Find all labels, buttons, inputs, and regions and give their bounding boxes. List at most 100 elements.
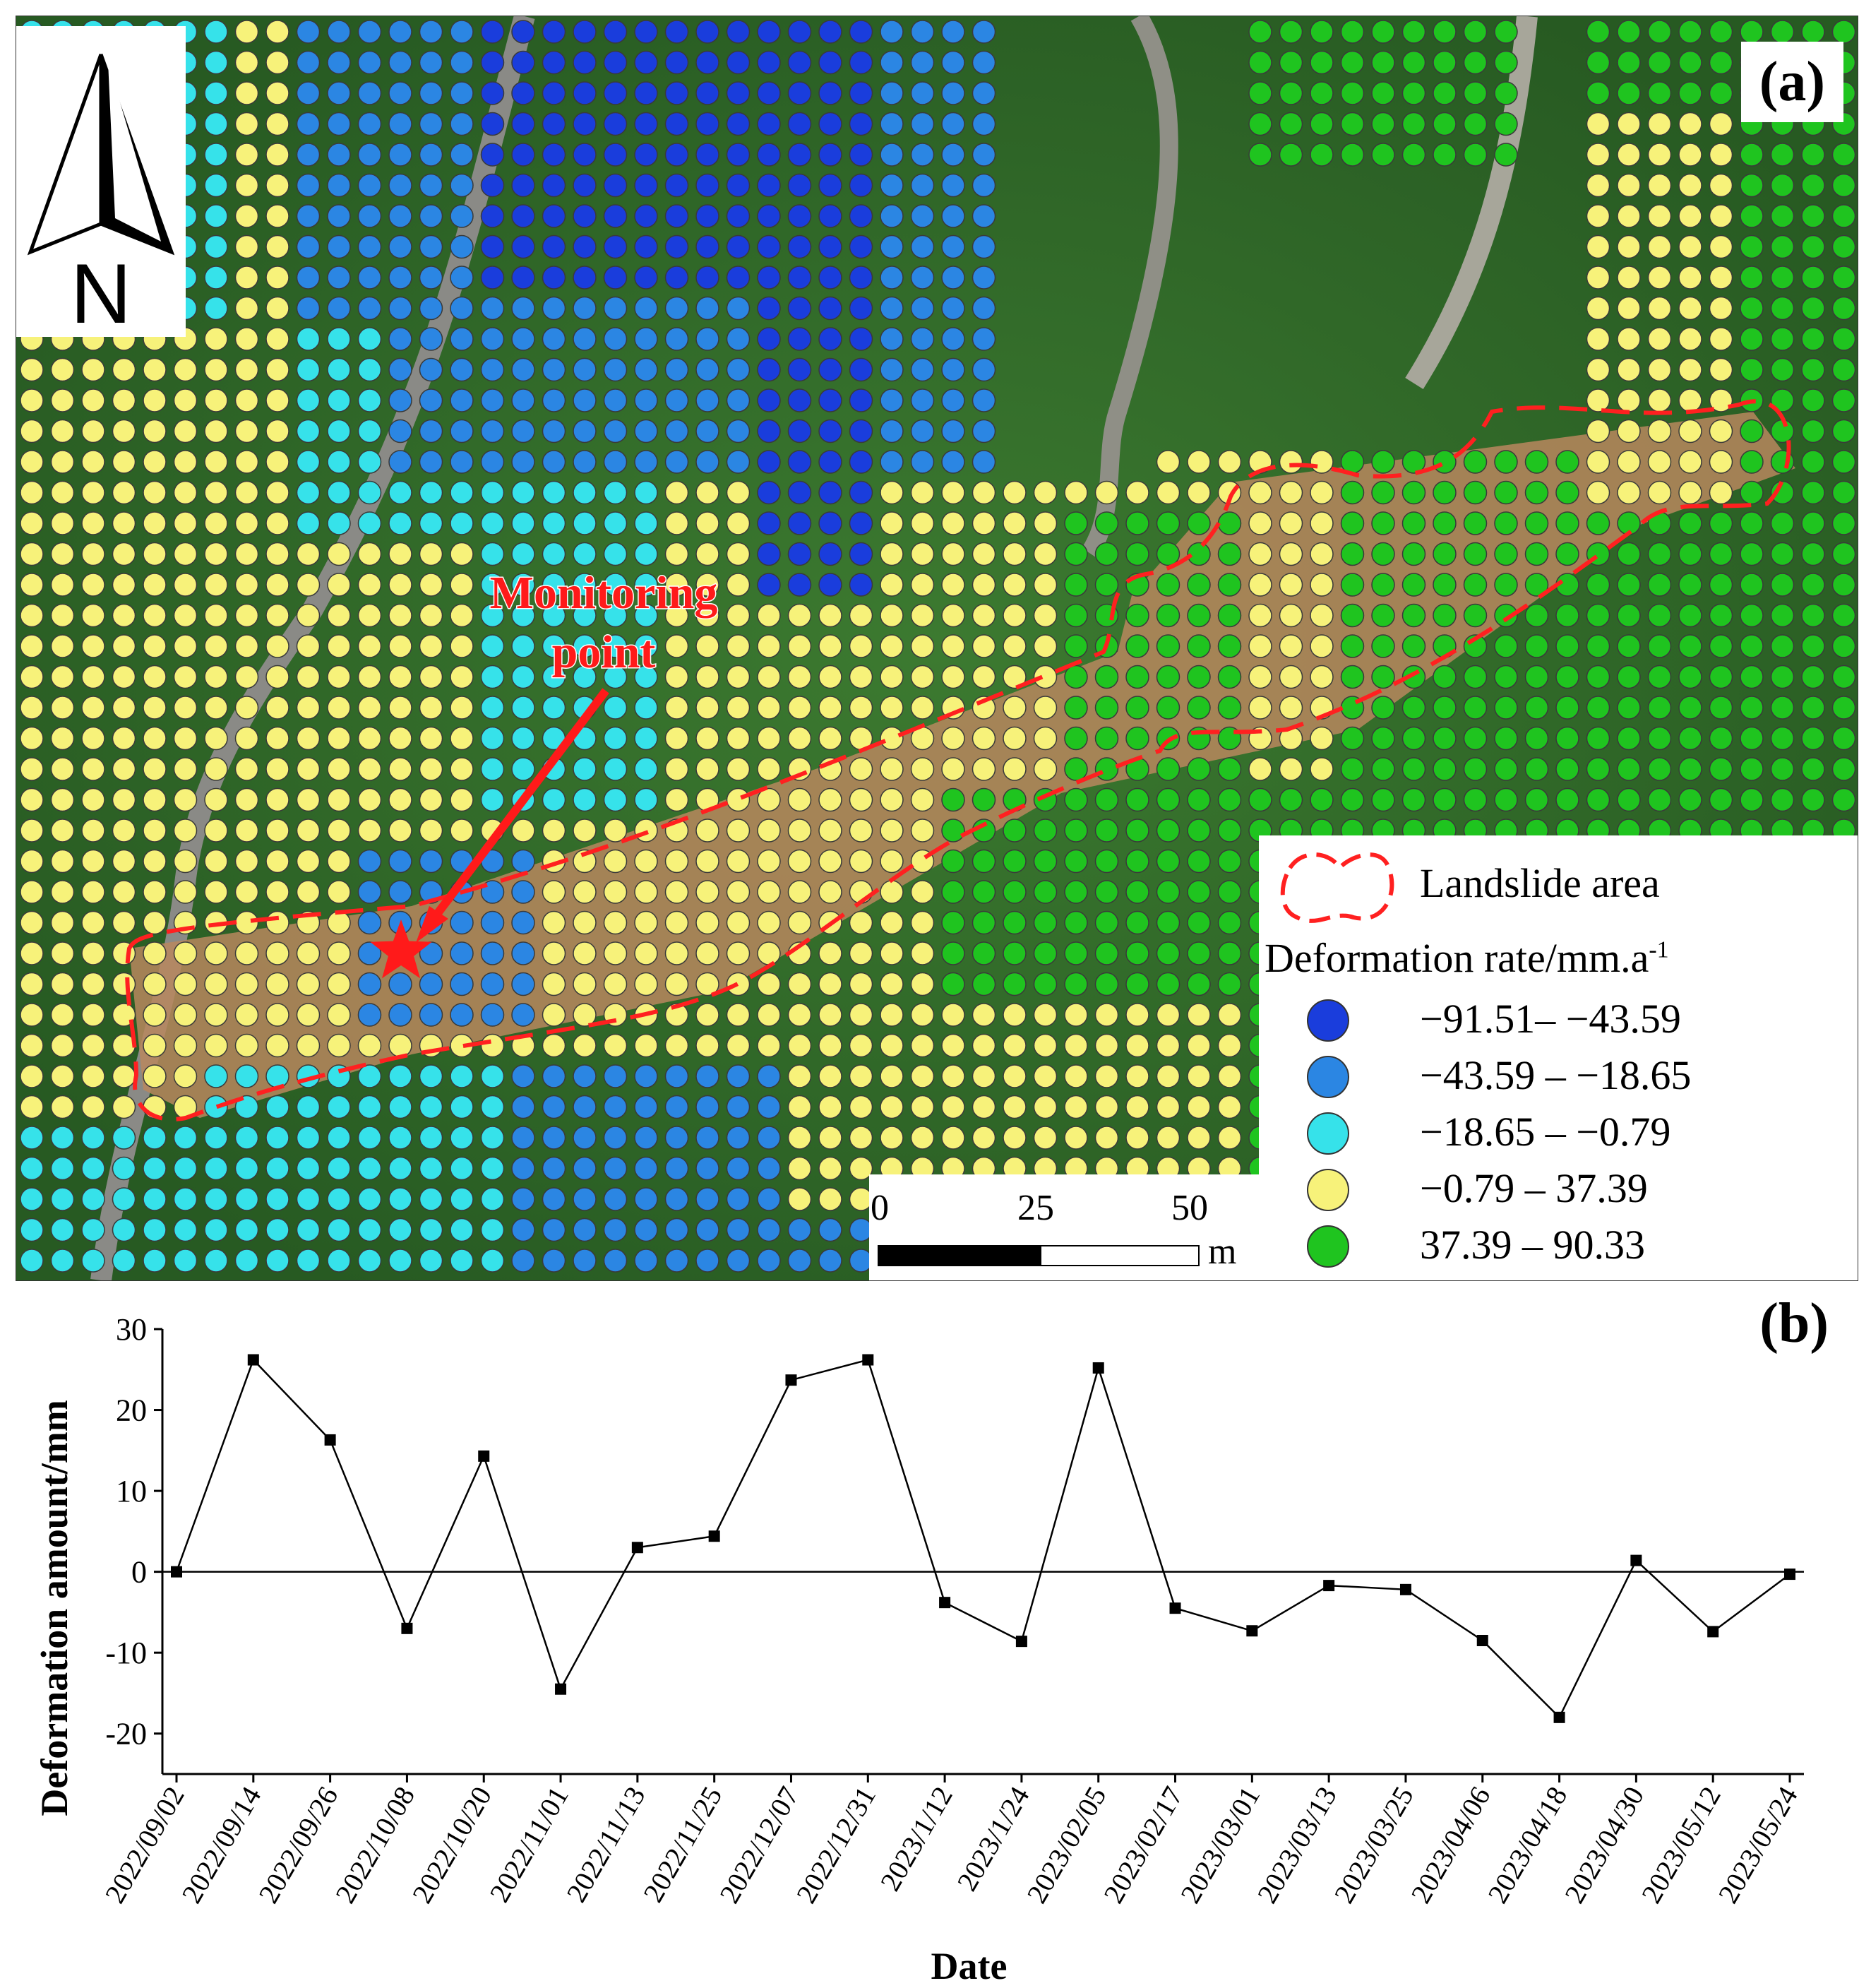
deformation-point — [357, 296, 382, 321]
deformation-point — [511, 173, 535, 198]
deformation-point — [573, 50, 597, 75]
deformation-point — [296, 20, 321, 44]
deformation-point — [357, 204, 382, 228]
deformation-point — [972, 849, 996, 874]
deformation-point — [511, 357, 535, 382]
deformation-point — [1586, 696, 1610, 720]
deformation-point — [849, 419, 873, 444]
deformation-point — [234, 112, 259, 136]
deformation-point — [787, 112, 812, 136]
deformation-point — [1709, 603, 1733, 628]
deformation-point — [1371, 20, 1395, 44]
deformation-point — [1003, 910, 1027, 935]
scale-tick-label: 0 — [871, 1188, 889, 1228]
deformation-point — [1371, 81, 1395, 105]
deformation-point — [757, 50, 781, 75]
deformation-point — [234, 480, 259, 505]
deformation-point — [1678, 204, 1702, 228]
deformation-point — [388, 787, 412, 812]
deformation-point — [1279, 634, 1303, 658]
deformation-point — [1433, 50, 1457, 75]
deformation-point — [818, 81, 842, 105]
deformation-point — [603, 573, 628, 597]
deformation-point — [173, 634, 198, 658]
deformation-point — [112, 972, 136, 996]
deformation-point — [234, 419, 259, 444]
deformation-point — [695, 819, 719, 843]
y-tick-label: 30 — [116, 1312, 147, 1347]
deformation-point — [726, 972, 751, 996]
deformation-point — [1033, 1003, 1058, 1027]
deformation-point — [634, 480, 658, 505]
deformation-point — [1801, 143, 1825, 167]
deformation-point — [1279, 50, 1303, 75]
deformation-point — [234, 910, 259, 935]
deformation-point — [1094, 542, 1119, 566]
deformation-point — [388, 173, 412, 198]
deformation-point — [173, 1249, 198, 1273]
x-tick-label: 2022/11/13 — [560, 1781, 651, 1907]
deformation-point — [50, 696, 75, 720]
deformation-point — [880, 880, 904, 904]
deformation-point — [542, 1033, 566, 1058]
deformation-point — [388, 726, 412, 751]
deformation-point — [910, 81, 935, 105]
deformation-point — [542, 880, 566, 904]
deformation-point — [603, 819, 628, 843]
deformation-point — [664, 696, 689, 720]
deformation-point — [1647, 388, 1672, 412]
deformation-point — [419, 112, 443, 136]
deformation-point — [143, 696, 167, 720]
deformation-point — [1494, 81, 1518, 105]
deformation-point — [1279, 143, 1303, 167]
deformation-point — [941, 849, 965, 874]
deformation-point — [941, 1033, 965, 1058]
deformation-point — [1524, 665, 1549, 689]
deformation-point — [234, 388, 259, 412]
deformation-point — [419, 1126, 443, 1150]
deformation-point — [511, 1187, 535, 1211]
deformation-point — [1801, 665, 1825, 689]
deformation-point — [1217, 511, 1242, 535]
deformation-point — [81, 573, 105, 597]
deformation-point — [50, 357, 75, 382]
deformation-point — [818, 880, 842, 904]
deformation-point — [20, 480, 44, 505]
deformation-point — [419, 726, 443, 751]
deformation-point — [1647, 603, 1672, 628]
deformation-point — [1371, 50, 1395, 75]
deformation-point — [234, 941, 259, 965]
deformation-point — [450, 173, 474, 198]
deformation-point — [941, 726, 965, 751]
deformation-point — [20, 1126, 44, 1150]
deformation-point — [1647, 726, 1672, 751]
deformation-point — [787, 204, 812, 228]
deformation-point — [143, 880, 167, 904]
deformation-point — [1401, 50, 1426, 75]
deformation-point — [204, 327, 228, 351]
deformation-point — [664, 726, 689, 751]
deformation-point — [603, 726, 628, 751]
deformation-point — [450, 787, 474, 812]
deformation-point — [1617, 726, 1641, 751]
deformation-point — [941, 234, 965, 259]
deformation-point — [818, 173, 842, 198]
deformation-point — [1094, 819, 1119, 843]
deformation-point — [511, 573, 535, 597]
deformation-point — [787, 665, 812, 689]
monitoring-point-star-icon — [370, 919, 432, 979]
deformation-point — [296, 726, 321, 751]
deformation-point — [1586, 603, 1610, 628]
deformation-point — [388, 665, 412, 689]
deformation-point — [910, 910, 935, 935]
deformation-point — [1678, 173, 1702, 198]
deformation-point — [20, 665, 44, 689]
deformation-point — [941, 50, 965, 75]
deformation-point — [1617, 696, 1641, 720]
deformation-point — [1033, 880, 1058, 904]
deformation-point — [757, 1003, 781, 1027]
deformation-point — [81, 542, 105, 566]
deformation-point — [1094, 787, 1119, 812]
deformation-point — [849, 603, 873, 628]
deformation-point — [941, 787, 965, 812]
